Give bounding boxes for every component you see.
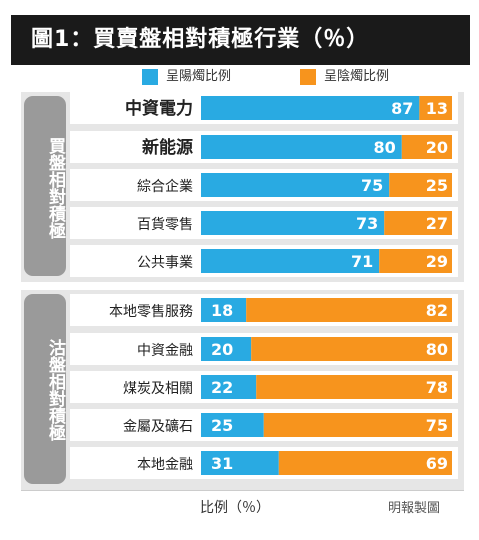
legend-item-buy: 呈陽燭比例 <box>142 66 231 88</box>
category-label: 本地零售服務 <box>109 304 193 320</box>
bar-buy <box>201 413 264 437</box>
value-label-sell: 78 <box>426 378 448 397</box>
bar-sell <box>379 249 452 273</box>
legend-swatch-buy <box>142 68 158 85</box>
value-label-sell: 27 <box>426 214 448 233</box>
legend-item-sell: 呈陰燭比例 <box>300 66 389 88</box>
bar-buy <box>201 298 247 322</box>
value-label-buy: 20 <box>211 340 233 359</box>
value-label-sell: 25 <box>426 176 448 195</box>
value-label-sell: 80 <box>426 340 448 359</box>
group-tab-sell: 沽盤相對積極 <box>24 294 66 484</box>
category-label: 金屬及礦石 <box>123 418 193 435</box>
bar-sell <box>389 173 452 197</box>
value-label-buy: 75 <box>361 176 383 195</box>
group-label-buy: 買盤相對積極 <box>45 137 65 239</box>
legend-label-buy: 呈陽燭比例 <box>166 69 232 84</box>
legend: 呈陽燭比例 呈陰燭比例 <box>0 66 479 88</box>
value-label-buy: 87 <box>391 99 413 118</box>
category-label: 本地金融 <box>137 457 193 473</box>
category-label: 新能源 <box>142 137 193 158</box>
value-label-buy: 71 <box>351 252 373 271</box>
value-label-sell: 82 <box>426 301 448 320</box>
category-label: 煤炭及相關 <box>123 381 193 397</box>
x-axis-label: 比例（％） <box>200 500 270 516</box>
bar-sell <box>419 96 452 120</box>
value-label-buy: 80 <box>374 138 396 157</box>
category-label: 公共事業 <box>137 255 193 271</box>
bar-buy <box>201 249 380 273</box>
value-label-sell: 29 <box>426 252 448 271</box>
bar-buy <box>201 375 257 399</box>
legend-swatch-sell <box>300 68 316 85</box>
bar-sell <box>251 337 452 361</box>
title-bar: 圖1：買賣盤相對積極行業（％） <box>11 15 470 65</box>
value-label-buy: 31 <box>211 454 233 473</box>
chart-title: 圖1：買賣盤相對積極行業（％） <box>31 27 370 52</box>
bar-buy <box>201 135 402 159</box>
source-credit: 明報製圖 <box>388 501 441 516</box>
value-label-buy: 18 <box>211 301 233 320</box>
legend-label-sell: 呈陰燭比例 <box>324 69 390 84</box>
bar-sell <box>263 413 452 437</box>
bar-buy <box>201 173 390 197</box>
bar-sell <box>278 451 452 475</box>
value-label-sell: 69 <box>426 454 448 473</box>
value-label-sell: 13 <box>426 99 448 118</box>
bar-sell <box>384 211 452 235</box>
category-label: 中資電力 <box>125 98 193 119</box>
bar-sell <box>256 375 452 399</box>
bar-sell <box>246 298 452 322</box>
category-label: 百貨零售 <box>137 216 193 233</box>
bar-sell <box>401 135 452 159</box>
bottom-rule <box>21 490 464 491</box>
category-label: 綜合企業 <box>137 178 193 195</box>
value-label-sell: 75 <box>426 416 448 435</box>
bar-buy <box>201 96 420 120</box>
bar-buy <box>201 211 385 235</box>
value-label-buy: 22 <box>211 378 233 397</box>
value-label-buy: 25 <box>211 416 233 435</box>
bar-buy <box>201 337 252 361</box>
category-label: 中資金融 <box>137 343 193 359</box>
value-label-sell: 20 <box>426 138 448 157</box>
group-label-sell: 沽盤相對積極 <box>45 339 65 441</box>
group-tab-buy: 買盤相對積極 <box>24 96 66 276</box>
value-label-buy: 73 <box>356 214 378 233</box>
bar-buy <box>201 451 279 475</box>
